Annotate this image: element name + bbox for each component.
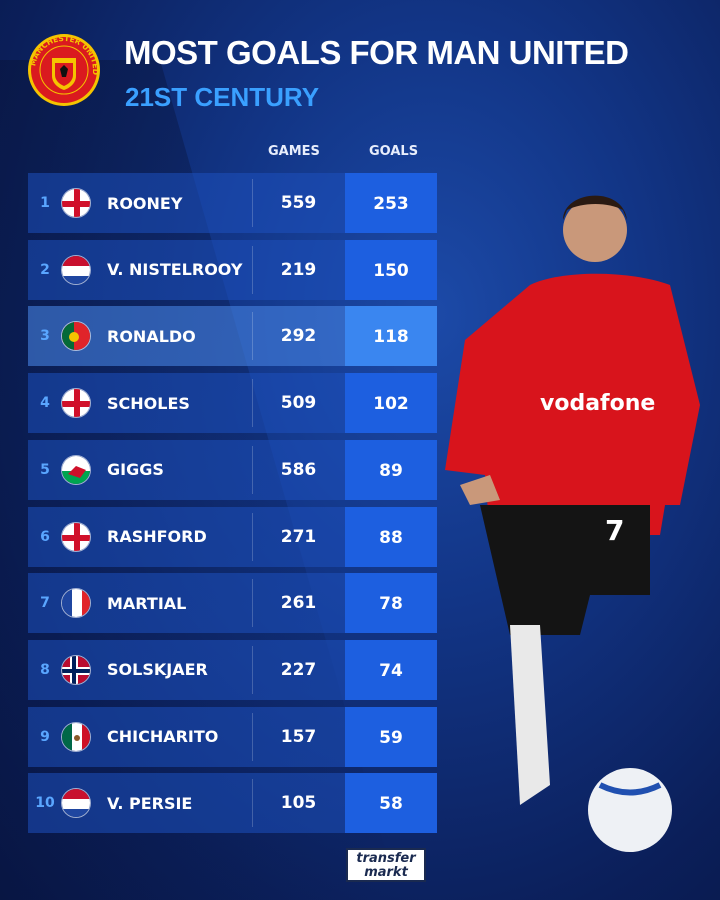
column-divider <box>252 512 253 561</box>
column-divider <box>252 179 253 227</box>
wales-flag-icon <box>61 454 91 485</box>
table-row: 6 RASHFORD 271 88 <box>28 506 437 567</box>
games-value: 586 <box>280 459 317 480</box>
player-name: RONALDO <box>107 326 196 346</box>
man-united-crest: MANCHESTER UNITED <box>28 34 100 106</box>
goals-cell-background <box>345 373 437 434</box>
rank: 7 <box>40 595 50 612</box>
goals-cell-background <box>345 639 437 700</box>
portugal-flag-icon <box>61 321 91 352</box>
rank: 3 <box>40 328 50 345</box>
rank: 4 <box>40 395 50 412</box>
player-name: MARTIAL <box>107 593 187 613</box>
goals-value: 118 <box>373 327 409 348</box>
goals-value: 89 <box>379 460 403 481</box>
games-value: 509 <box>280 393 317 414</box>
table-row: 8 SOLSKJAER 227 74 <box>28 639 437 700</box>
goals-cell-background <box>345 306 437 367</box>
rank: 9 <box>40 728 50 745</box>
games-value: 219 <box>280 259 317 280</box>
rank: 5 <box>40 461 50 478</box>
logo-line-1: transfer <box>356 851 416 866</box>
games-column-header: GAMES <box>268 144 320 159</box>
england-flag-icon <box>61 521 91 552</box>
netherlands-flag-icon <box>61 788 91 819</box>
shirt-number: 7 <box>605 514 624 547</box>
goals-cell-background <box>345 573 437 634</box>
player-name: GIGGS <box>107 460 164 480</box>
table-row: 3 RONALDO 292 118 <box>28 306 437 367</box>
goals-value: 59 <box>379 727 403 748</box>
column-divider <box>252 245 253 294</box>
column-divider <box>252 312 253 361</box>
rank: 1 <box>40 195 50 211</box>
table-row: 1 ROONEY 559 253 <box>28 173 437 233</box>
goals-value: 58 <box>379 794 403 815</box>
goals-value: 150 <box>373 260 409 281</box>
games-value: 559 <box>280 193 317 213</box>
mexico-flag-icon <box>61 721 91 752</box>
netherlands-flag-icon <box>61 254 91 285</box>
rank: 8 <box>40 661 50 678</box>
goals-value: 102 <box>373 394 409 415</box>
column-divider <box>252 645 253 694</box>
player-photo: vodafone 7 <box>445 195 700 852</box>
games-value: 157 <box>280 726 317 747</box>
player-name: V. PERSIE <box>107 793 193 813</box>
norway-flag-icon <box>61 654 91 685</box>
games-value: 261 <box>280 593 317 614</box>
table-row: 9 CHICHARITO 157 59 <box>28 706 437 767</box>
goals-cell-background <box>345 773 437 834</box>
column-divider <box>252 712 253 761</box>
goals-cell-background <box>345 439 437 500</box>
england-flag-icon <box>61 388 91 419</box>
games-value: 105 <box>280 793 317 814</box>
goals-cell-background <box>345 239 437 300</box>
england-flag-icon <box>61 188 91 218</box>
player-name: SOLSKJAER <box>107 660 208 680</box>
goals-column-header: GOALS <box>369 144 419 159</box>
table-row: 4 SCHOLES 509 102 <box>28 373 437 434</box>
column-divider <box>252 579 253 628</box>
rank: 2 <box>40 261 50 278</box>
games-value: 227 <box>280 659 317 680</box>
goals-value: 253 <box>373 194 409 214</box>
goals-value: 74 <box>379 660 403 681</box>
logo-line-2: markt <box>364 865 408 880</box>
rank: 10 <box>35 795 55 812</box>
goals-cell-background <box>345 506 437 567</box>
table-row: 2 V. NISTELROOY 219 150 <box>28 239 437 300</box>
page-title: MOST GOALS FOR MAN UNITED <box>124 34 629 71</box>
goals-value: 78 <box>379 594 403 615</box>
goals-value: 88 <box>379 527 403 548</box>
player-name: ROONEY <box>107 193 183 213</box>
games-value: 292 <box>280 326 317 347</box>
goals-cell-background <box>345 706 437 767</box>
games-value: 271 <box>280 526 317 547</box>
column-divider <box>252 445 253 494</box>
transfermarkt-logo: transfer markt <box>346 848 426 882</box>
player-name: CHICHARITO <box>107 727 219 747</box>
player-name: V. NISTELROOY <box>107 260 243 280</box>
goals-cell-background <box>345 173 437 233</box>
france-flag-icon <box>61 588 91 619</box>
column-divider <box>252 379 253 428</box>
rank: 6 <box>40 528 50 545</box>
table-row: 7 MARTIAL 261 78 <box>28 573 437 634</box>
player-name: SCHOLES <box>107 393 190 413</box>
page-subtitle: 21ST CENTURY <box>125 82 320 112</box>
column-divider <box>252 779 253 828</box>
player-name: RASHFORD <box>107 527 207 546</box>
table-row: 10 V. PERSIE 105 58 <box>28 773 437 834</box>
shirt-sponsor: vodafone <box>540 391 655 416</box>
table-row: 5 GIGGS 586 89 <box>28 439 437 500</box>
